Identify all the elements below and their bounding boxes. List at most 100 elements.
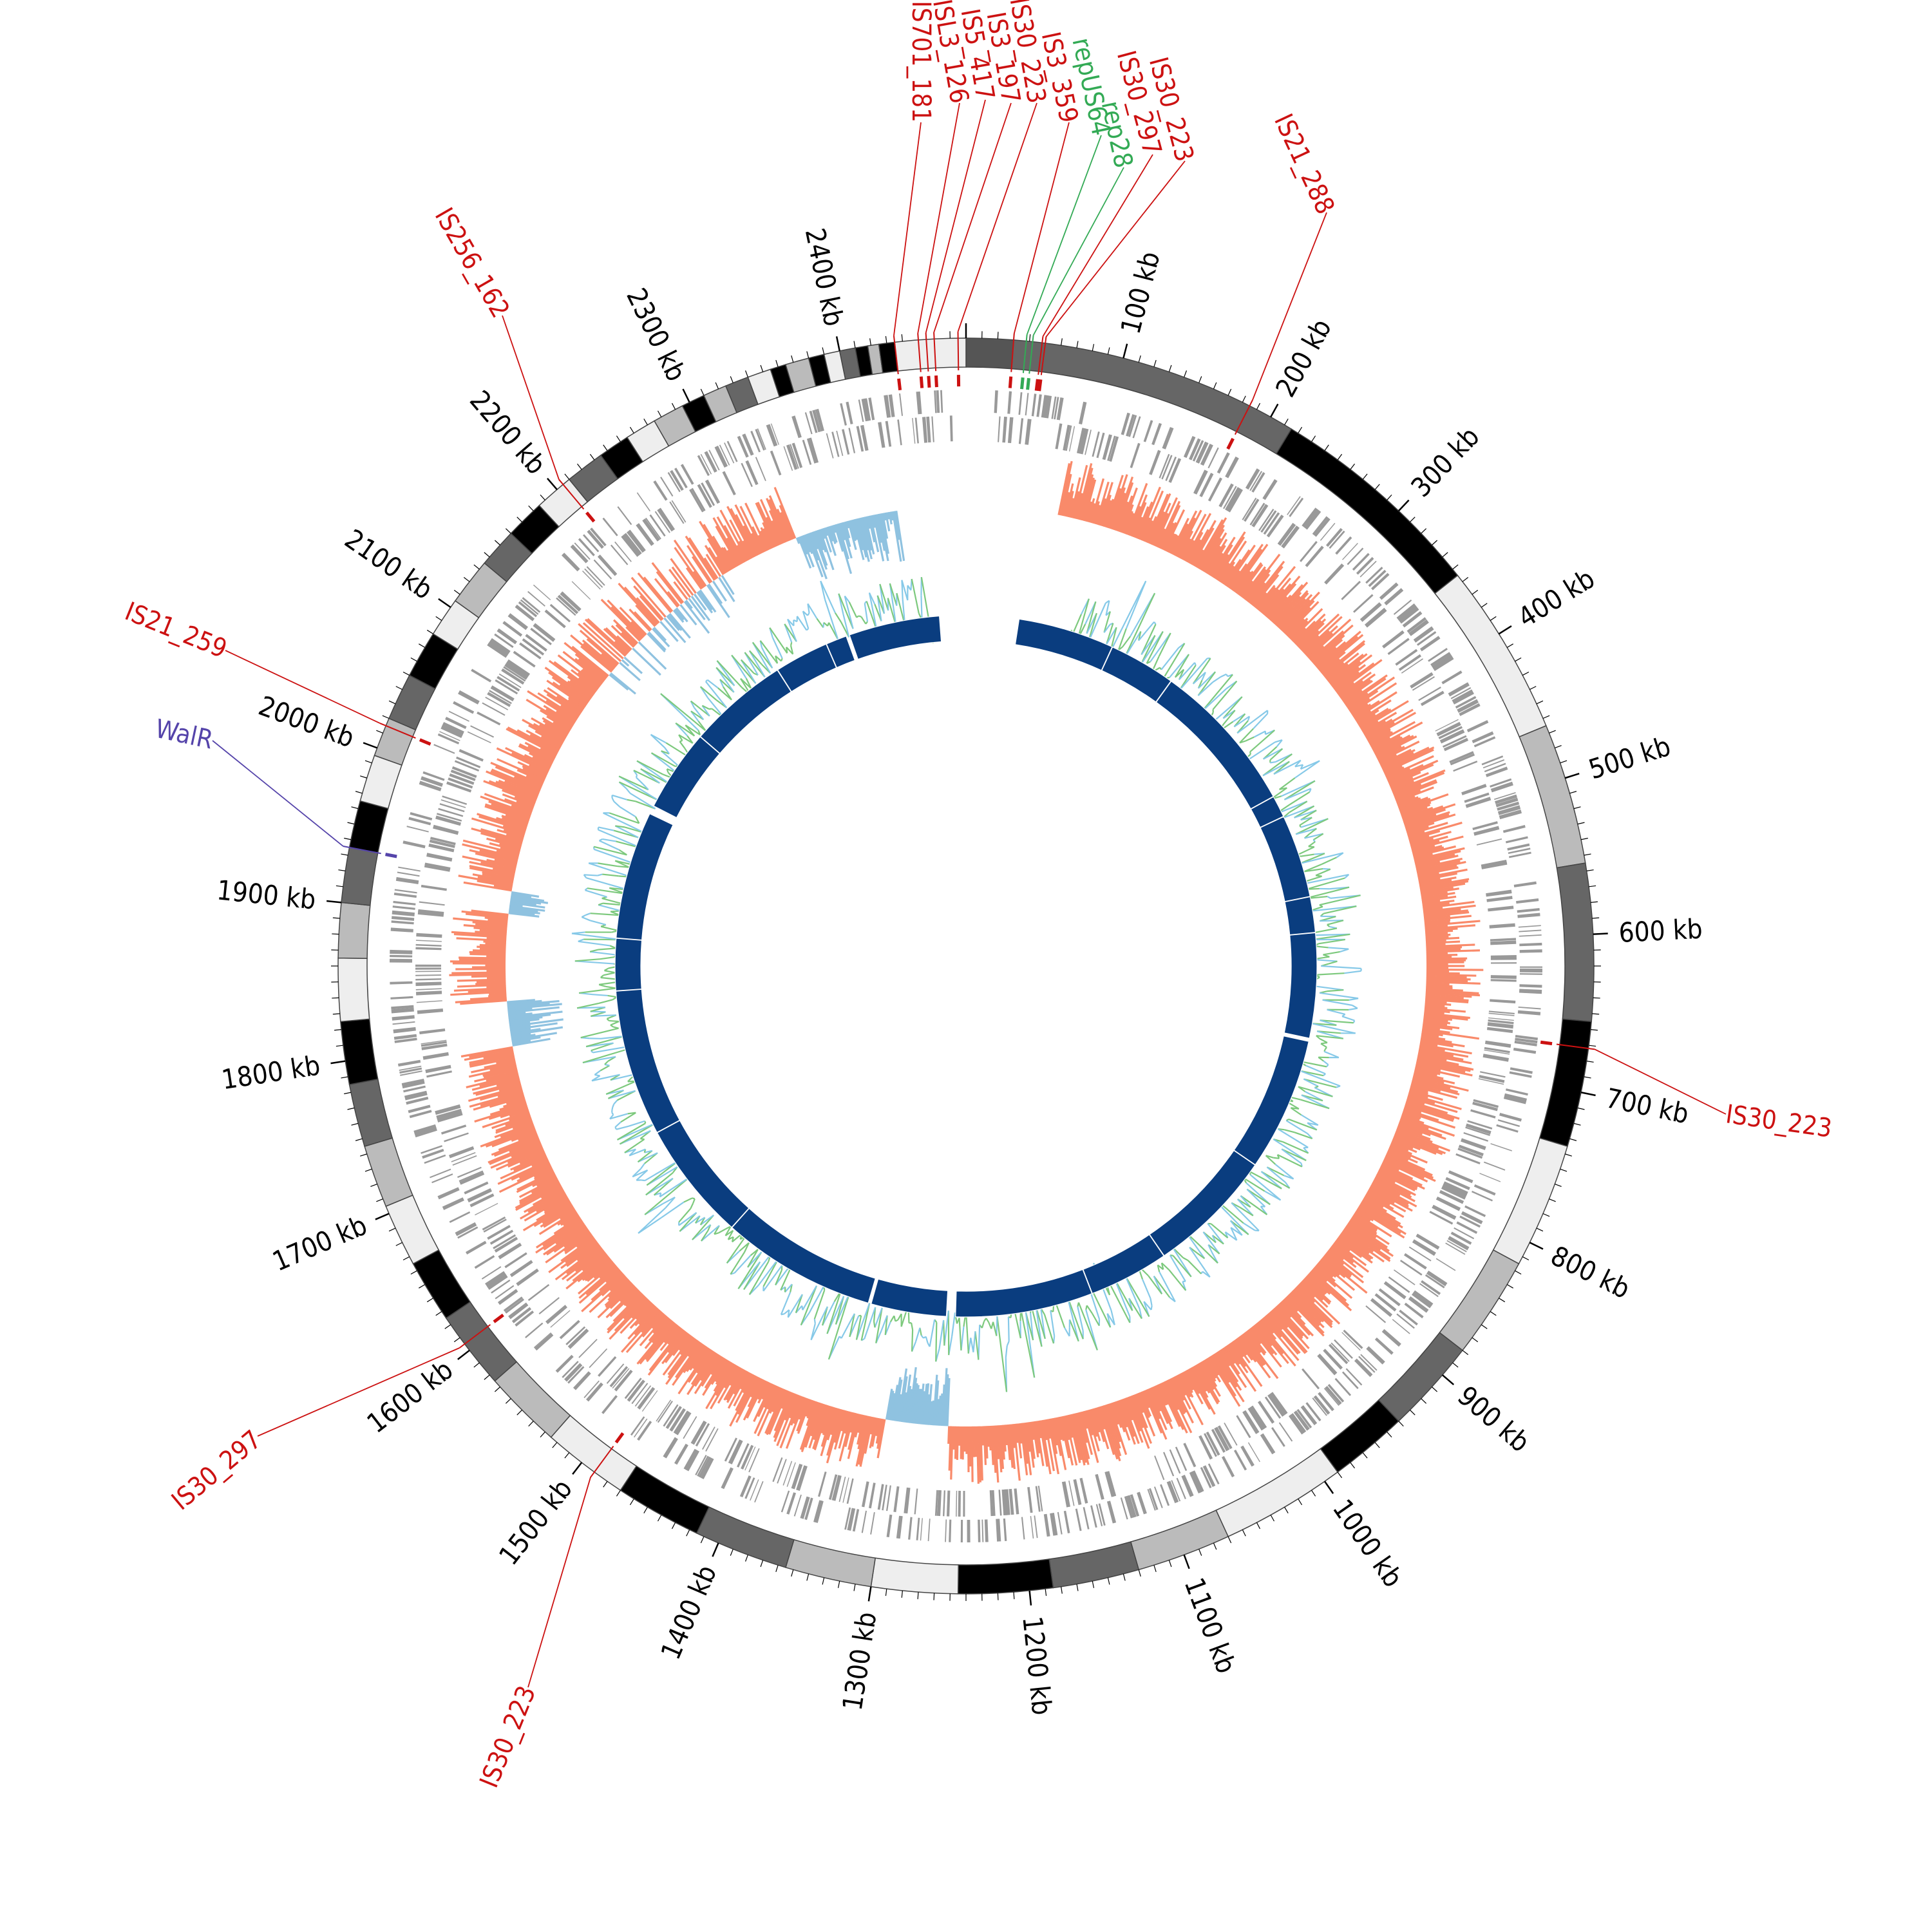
gene-feature — [533, 623, 556, 642]
gc-skew-bar — [936, 1399, 940, 1426]
gc-skew-bar — [469, 1054, 515, 1066]
gc-skew-bar — [1131, 502, 1147, 537]
gc-content-line — [775, 656, 779, 664]
minor-tick — [402, 1256, 410, 1261]
gc-skew-bar — [508, 1013, 551, 1021]
gc-skew-bar — [578, 1267, 620, 1304]
gene-feature — [430, 837, 456, 846]
gc-skew-bar — [1258, 565, 1296, 612]
gc-content-line — [844, 596, 854, 629]
gc-content-line — [598, 826, 614, 831]
gene-feature — [1223, 486, 1237, 509]
gene-feature — [507, 659, 531, 676]
gene-feature — [623, 533, 642, 556]
annotation-leader-line — [257, 1347, 460, 1437]
gc-skew-bar — [607, 600, 645, 638]
gene-feature — [1436, 721, 1461, 737]
gene-feature — [667, 472, 681, 493]
gene-feature — [1496, 1124, 1519, 1133]
gc-skew-bar — [1407, 1094, 1435, 1104]
gc-skew-bar — [1301, 1280, 1324, 1301]
gc-skew-bar — [946, 1378, 951, 1426]
gc-skew-bar — [1421, 1034, 1446, 1041]
gc-content-line — [1077, 1306, 1084, 1331]
gc-skew-bar — [500, 847, 520, 854]
gc-content-line — [1341, 1016, 1355, 1021]
gene-feature — [435, 1104, 461, 1115]
gc-skew-bar — [1396, 1128, 1433, 1143]
gc-skew-bar — [1273, 1308, 1310, 1350]
gc-skew-bar — [729, 1367, 742, 1387]
minor-tick — [1586, 1061, 1594, 1063]
gc-content-line — [1303, 1078, 1319, 1087]
gene-feature — [1225, 487, 1241, 511]
gene-feature — [1514, 1040, 1537, 1046]
gc-skew-bar — [505, 1115, 531, 1127]
gc-content-line — [1212, 681, 1238, 710]
gc-skew-bar — [1368, 1188, 1395, 1204]
gc-content-line — [807, 603, 818, 620]
gene-feature — [490, 638, 511, 654]
gc-skew-bar — [817, 529, 827, 553]
gc-skew-bar — [1300, 613, 1340, 651]
gc-skew-bar — [512, 1037, 551, 1047]
gc-skew-bar — [664, 1332, 689, 1363]
gc-skew-bar — [857, 1414, 864, 1434]
gc-skew-bar — [618, 582, 658, 626]
gc-skew-bar — [692, 1347, 709, 1370]
gc-content-line — [586, 877, 629, 891]
gc-skew-bar — [1422, 1027, 1450, 1034]
minor-tick — [1153, 1565, 1157, 1572]
gc-skew-bar — [1086, 1410, 1100, 1452]
gc-skew-bar — [1061, 1416, 1074, 1466]
gene-feature — [657, 1400, 673, 1423]
minor-tick — [589, 453, 595, 460]
gc-skew-bar — [1283, 600, 1315, 634]
gene-feature — [1079, 401, 1087, 425]
gene-feature — [1465, 1126, 1490, 1137]
gene-feature — [1202, 1465, 1216, 1488]
gc-skew-bar — [1295, 620, 1322, 646]
gc-skew-bar — [544, 667, 591, 701]
gc-skew-bar — [753, 1383, 773, 1423]
gene-feature — [1318, 1392, 1334, 1412]
minor-tick — [1472, 589, 1479, 595]
minor-tick — [1374, 1442, 1380, 1448]
gene-feature — [1240, 1445, 1255, 1467]
gc-skew-bar — [1098, 482, 1113, 526]
gc-content-line — [633, 770, 660, 784]
gc-skew-bar — [468, 1065, 517, 1078]
gc-content-line — [1329, 960, 1338, 965]
gc-skew-bar — [1290, 1291, 1322, 1323]
blast-segment — [1260, 816, 1311, 902]
gc-content-line — [737, 1251, 762, 1289]
gc-skew-bar — [506, 1097, 526, 1105]
gene-feature — [777, 1459, 787, 1484]
blast-segment — [1014, 618, 1113, 671]
gc-skew-bar — [1162, 522, 1177, 551]
gc-skew-bar — [934, 1380, 940, 1426]
gc-content-line — [661, 750, 670, 755]
gene-feature — [497, 676, 520, 692]
gene-feature — [1419, 636, 1441, 651]
gc-skew-bar — [486, 955, 506, 958]
gc-skew-bar — [1314, 647, 1337, 667]
gc-content-line — [603, 967, 609, 972]
gene-feature — [495, 679, 518, 695]
gc-skew-bar — [1242, 1332, 1279, 1379]
gc-skew-bar — [494, 1122, 534, 1139]
gene-feature — [624, 1378, 642, 1399]
gene-feature — [1497, 1119, 1520, 1128]
gc-skew-bar — [491, 1113, 531, 1130]
gc-skew-bar — [544, 1198, 570, 1215]
gene-feature — [1449, 751, 1474, 764]
gc-content-line — [1117, 628, 1127, 650]
gc-skew-bar — [477, 813, 527, 831]
gc-content-line — [1327, 923, 1331, 927]
gc-skew-bar — [1199, 1361, 1221, 1397]
minor-tick — [1362, 473, 1368, 480]
gc-content-line — [1315, 868, 1331, 876]
gc-skew-bar — [1391, 780, 1415, 791]
gc-content-line — [613, 1026, 619, 1029]
gc-skew-bar — [672, 1342, 703, 1386]
